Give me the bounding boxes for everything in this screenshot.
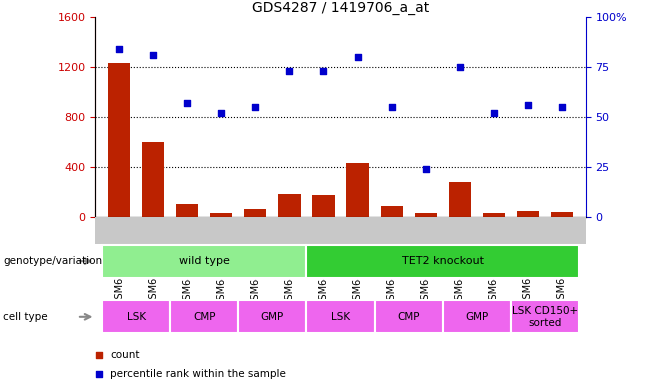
- Bar: [551, 212, 573, 217]
- Text: GMP: GMP: [261, 312, 284, 322]
- FancyBboxPatch shape: [511, 300, 579, 333]
- Point: [93, 371, 104, 377]
- Text: count: count: [111, 350, 139, 360]
- Text: CMP: CMP: [193, 312, 216, 322]
- FancyBboxPatch shape: [102, 300, 170, 333]
- Bar: [449, 182, 470, 217]
- Bar: [108, 63, 130, 217]
- Point: [216, 110, 226, 116]
- Text: wild type: wild type: [179, 256, 230, 266]
- Bar: [482, 213, 505, 217]
- FancyBboxPatch shape: [307, 245, 579, 278]
- Point: [455, 64, 465, 70]
- Point: [318, 68, 329, 74]
- Point: [386, 104, 397, 110]
- Bar: [380, 206, 403, 217]
- Bar: [517, 211, 539, 217]
- Title: GDS4287 / 1419706_a_at: GDS4287 / 1419706_a_at: [252, 1, 429, 15]
- Point: [284, 68, 295, 74]
- Text: genotype/variation: genotype/variation: [3, 256, 103, 266]
- Text: percentile rank within the sample: percentile rank within the sample: [111, 369, 286, 379]
- Text: LSK CD150+
sorted: LSK CD150+ sorted: [512, 306, 578, 328]
- FancyBboxPatch shape: [443, 300, 511, 333]
- Bar: [244, 210, 266, 217]
- FancyBboxPatch shape: [374, 300, 443, 333]
- Bar: [415, 213, 437, 217]
- Point: [93, 352, 104, 358]
- Point: [250, 104, 261, 110]
- Point: [114, 46, 124, 52]
- Point: [557, 104, 567, 110]
- Point: [352, 54, 363, 60]
- Text: LSK: LSK: [127, 312, 146, 322]
- Bar: [211, 213, 232, 217]
- Point: [182, 100, 193, 106]
- Bar: [347, 163, 368, 217]
- Point: [488, 110, 499, 116]
- Point: [522, 102, 533, 108]
- FancyBboxPatch shape: [170, 300, 238, 333]
- Bar: [313, 195, 334, 217]
- Bar: [176, 205, 199, 217]
- Text: TET2 knockout: TET2 knockout: [401, 256, 484, 266]
- Text: cell type: cell type: [3, 312, 48, 322]
- FancyBboxPatch shape: [307, 300, 374, 333]
- Bar: [278, 195, 301, 217]
- Text: LSK: LSK: [331, 312, 350, 322]
- Point: [148, 52, 159, 58]
- FancyBboxPatch shape: [238, 300, 307, 333]
- Text: GMP: GMP: [465, 312, 488, 322]
- Bar: [142, 142, 164, 217]
- FancyBboxPatch shape: [102, 245, 307, 278]
- Point: [420, 166, 431, 172]
- Text: CMP: CMP: [397, 312, 420, 322]
